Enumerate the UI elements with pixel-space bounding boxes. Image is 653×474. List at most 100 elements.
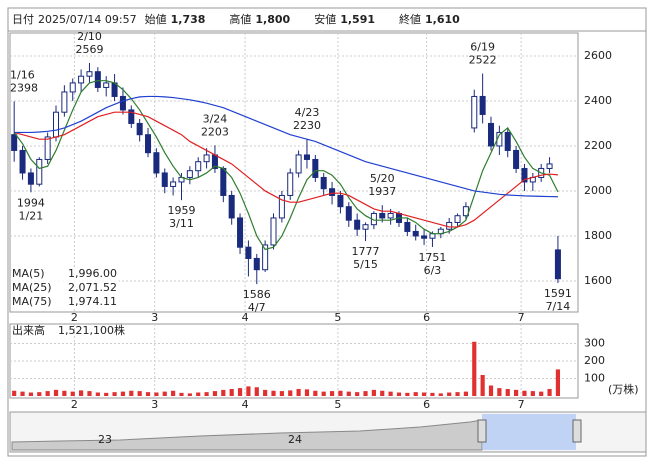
candle-body bbox=[145, 134, 152, 154]
annotation-value: 1959 bbox=[167, 204, 195, 217]
candle-body bbox=[237, 217, 244, 248]
candle-body bbox=[19, 149, 26, 174]
annotation-value: 1777 bbox=[352, 245, 380, 258]
volume-bar bbox=[145, 392, 151, 396]
candle-body bbox=[479, 95, 486, 115]
volume-bar bbox=[288, 390, 293, 396]
candle-body bbox=[228, 194, 235, 219]
volume-bar bbox=[447, 392, 452, 396]
volume-bar bbox=[271, 390, 276, 396]
volume-bar bbox=[405, 392, 410, 396]
volume-bar bbox=[279, 391, 284, 396]
volume-bar bbox=[522, 390, 527, 396]
volume-bar bbox=[380, 390, 385, 396]
candle-body bbox=[119, 95, 126, 111]
candle-body bbox=[128, 109, 135, 124]
legend-bg bbox=[11, 267, 119, 281]
x-tick-label: 3 bbox=[151, 398, 158, 411]
volume-bar bbox=[112, 392, 117, 396]
volume-bar bbox=[539, 391, 544, 396]
header-label: 日付 bbox=[12, 13, 34, 26]
candle-body bbox=[337, 194, 344, 208]
x-tick-label: 2 bbox=[71, 311, 78, 324]
annotation-date: 6/3 bbox=[424, 264, 442, 277]
candle-body bbox=[52, 111, 60, 138]
navigator-handle[interactable] bbox=[477, 419, 487, 443]
volume-bar bbox=[246, 386, 251, 396]
volume-bar bbox=[363, 391, 368, 396]
ma-line bbox=[14, 95, 558, 198]
annotation-value: 1751 bbox=[418, 251, 446, 264]
candle-body bbox=[195, 161, 202, 172]
x-tick-label: 3 bbox=[151, 311, 158, 324]
annotation-value: 1591 bbox=[544, 287, 572, 300]
volume-bar bbox=[455, 392, 460, 396]
candle-body bbox=[61, 91, 68, 113]
navigator-label: 23 bbox=[98, 433, 112, 446]
candle-body bbox=[245, 246, 252, 259]
candle-body bbox=[329, 188, 336, 196]
candle-body bbox=[78, 75, 85, 84]
y-tick-label: 100 bbox=[584, 372, 605, 385]
x-tick-label: 6 bbox=[423, 398, 430, 411]
navigator-handle[interactable] bbox=[572, 419, 582, 443]
volume-bar bbox=[137, 391, 142, 396]
volume-bar bbox=[129, 390, 134, 396]
volume-bar bbox=[120, 391, 126, 396]
volume-bar bbox=[12, 390, 17, 396]
candle-body bbox=[103, 82, 110, 88]
candle-body bbox=[487, 122, 495, 147]
frame bbox=[7, 7, 647, 457]
annotation-date: 3/11 bbox=[169, 217, 194, 230]
candle-body bbox=[94, 71, 101, 88]
candle-body bbox=[278, 194, 285, 219]
header-label: 始値 bbox=[145, 12, 167, 26]
volume-bar bbox=[472, 341, 477, 396]
volume-bar bbox=[187, 393, 192, 396]
header-value: 1,591 bbox=[340, 13, 375, 26]
volume-bar bbox=[488, 385, 494, 396]
candle-body bbox=[320, 176, 327, 190]
volume-bar bbox=[212, 391, 218, 396]
y-tick-label: 2600 bbox=[584, 49, 612, 62]
volume-bar bbox=[62, 390, 67, 396]
y-tick-label: 2000 bbox=[584, 184, 612, 197]
x-tick-label: 5 bbox=[334, 311, 341, 324]
x-tick-label: 6 bbox=[423, 311, 430, 324]
header-label: 終値 bbox=[399, 12, 421, 26]
legend-value: 2,071.52 bbox=[68, 281, 117, 294]
volume-bar bbox=[421, 392, 427, 396]
y-tick-label: 2400 bbox=[584, 94, 612, 107]
price-panel bbox=[9, 32, 579, 313]
header-value: 1,738 bbox=[171, 13, 206, 26]
annotation-date: 3/24 bbox=[203, 112, 228, 125]
candle-body bbox=[170, 181, 177, 187]
candle-body bbox=[161, 172, 168, 187]
candle-body bbox=[36, 158, 43, 185]
candle-body bbox=[387, 212, 394, 219]
candle-body bbox=[504, 131, 511, 151]
volume-bar bbox=[104, 392, 109, 396]
volume-bar bbox=[371, 389, 376, 396]
volume-bar bbox=[413, 392, 418, 396]
candle-body bbox=[471, 95, 478, 129]
candle-body bbox=[412, 230, 419, 237]
candle-body bbox=[186, 170, 193, 178]
legend-bg bbox=[11, 295, 119, 309]
annotation-date: 4/23 bbox=[295, 106, 320, 119]
candle-body bbox=[379, 212, 386, 219]
volume-bar bbox=[254, 387, 259, 396]
x-tick-label: 7 bbox=[518, 398, 525, 411]
annotation-date: 5/15 bbox=[353, 258, 378, 271]
volume-bar bbox=[388, 391, 393, 396]
annotation-date: 7/14 bbox=[546, 300, 571, 313]
volume-bar bbox=[204, 392, 209, 396]
candle-body bbox=[354, 219, 361, 230]
candle-body bbox=[546, 163, 553, 169]
volume-bar bbox=[430, 392, 435, 396]
volume-bar bbox=[329, 391, 335, 396]
candle-body bbox=[521, 167, 528, 183]
annotation-date: 4/7 bbox=[248, 301, 266, 314]
volume-bar bbox=[263, 389, 268, 396]
legend-bg bbox=[11, 281, 119, 295]
